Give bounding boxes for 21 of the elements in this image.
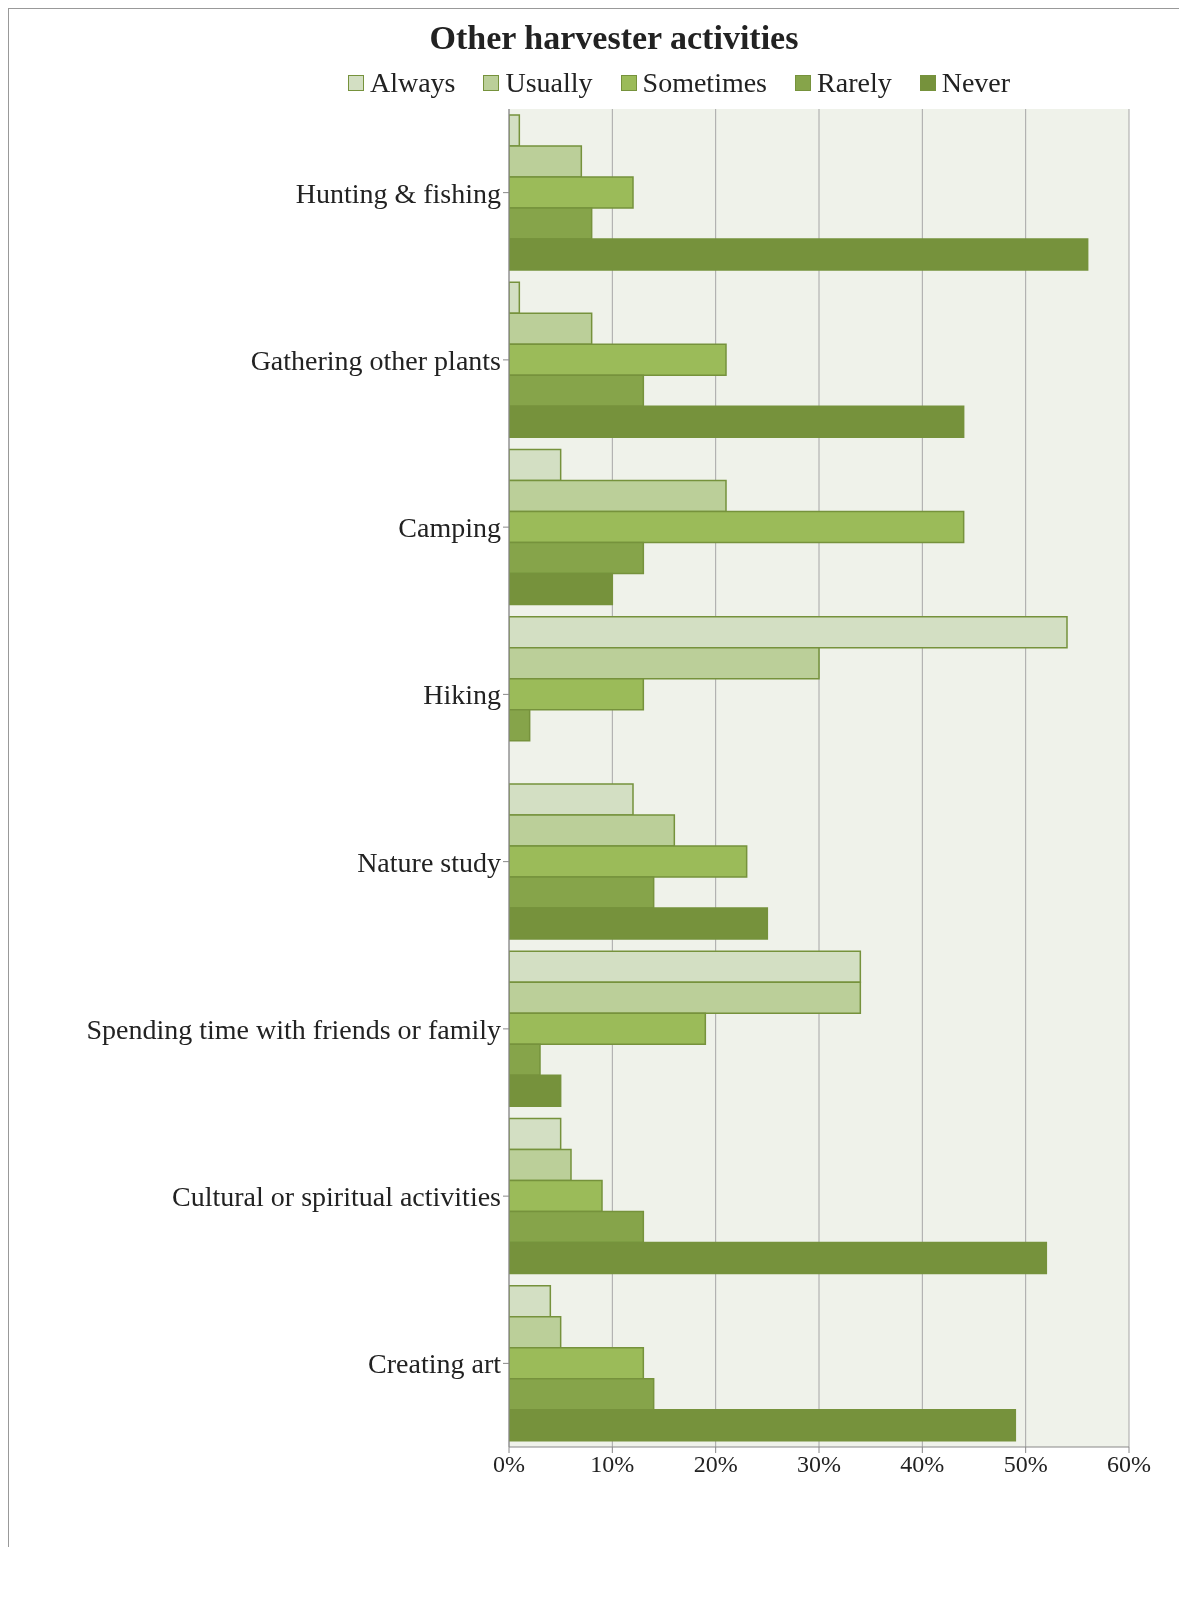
x-tick-label: 30%: [797, 1451, 841, 1478]
y-tick-label: Spending time with friends or family: [86, 1013, 501, 1045]
y-tick-label: Nature study: [357, 846, 501, 878]
legend-label: Rarely: [816, 67, 892, 99]
x-tick-label: 10%: [590, 1451, 635, 1478]
x-tick-label: 60%: [1107, 1451, 1151, 1478]
legend-label: Sometimes: [641, 67, 768, 99]
chart-title: Other harvester activities: [428, 19, 800, 57]
legend-label: Always: [368, 67, 456, 99]
x-tick-label: 20%: [693, 1451, 738, 1478]
y-tick-label: Camping: [398, 512, 501, 544]
legend-label: Usually: [504, 67, 593, 99]
y-tick-label: Cultural or spiritual activities: [172, 1181, 501, 1213]
x-tick-label: 0%: [493, 1451, 525, 1478]
legend-label: Never: [940, 67, 1011, 99]
x-tick-label: 40%: [900, 1451, 945, 1478]
y-tick-label: Hiking: [423, 679, 501, 711]
x-tick-label: 50%: [1003, 1451, 1048, 1478]
y-tick-label: Creating art: [368, 1348, 502, 1380]
y-tick-label: Gathering other plants: [250, 344, 501, 376]
y-tick-label: Hunting & fishing: [295, 177, 501, 209]
